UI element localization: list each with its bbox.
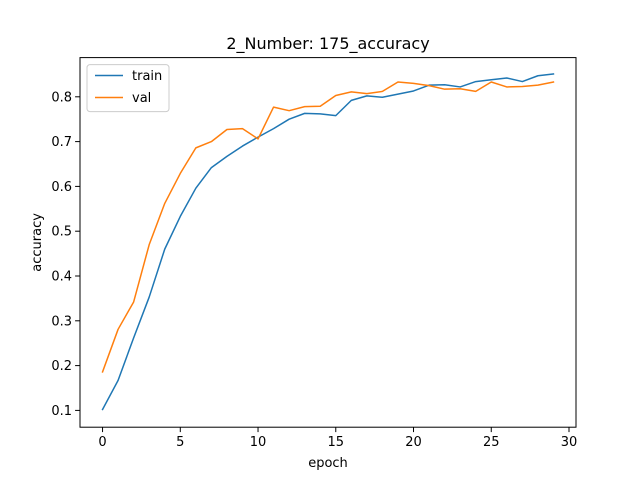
x-axis-label: epoch (308, 456, 348, 471)
plot-frame (79, 57, 577, 428)
y-tick-label: 0.1 (51, 404, 72, 419)
x-tick-label: 15 (328, 435, 345, 450)
x-tick-label: 0 (98, 435, 106, 450)
x-tick-label: 30 (561, 435, 578, 450)
x-tick-label: 20 (405, 435, 422, 450)
series-line-val (101, 81, 555, 373)
y-tick-label: 0.3 (51, 314, 72, 329)
y-tick-label: 0.5 (51, 225, 72, 240)
y-tick-label: 0.7 (51, 135, 72, 150)
x-tick-label: 25 (483, 435, 500, 450)
y-tick-label: 0.8 (51, 90, 72, 105)
y-tick-label: 0.2 (51, 359, 72, 374)
legend-label-train: train (132, 69, 162, 84)
y-axis-label: accuracy (30, 213, 45, 272)
legend: train val (86, 64, 170, 113)
chart-title: 2_Number: 175_accuracy (226, 34, 429, 54)
x-axis: 0 5 10 15 20 25 30 (98, 427, 577, 450)
plot-lines (101, 73, 555, 411)
y-axis: 0.1 0.2 0.3 0.4 0.5 0.6 0.7 0.8 (51, 90, 80, 419)
legend-box (86, 64, 170, 113)
legend-label-val: val (132, 91, 151, 106)
y-tick-label: 0.4 (51, 270, 72, 285)
series-line-train (101, 73, 555, 411)
y-tick-label: 0.6 (51, 180, 72, 195)
x-tick-label: 10 (250, 435, 267, 450)
x-tick-label: 5 (176, 435, 184, 450)
